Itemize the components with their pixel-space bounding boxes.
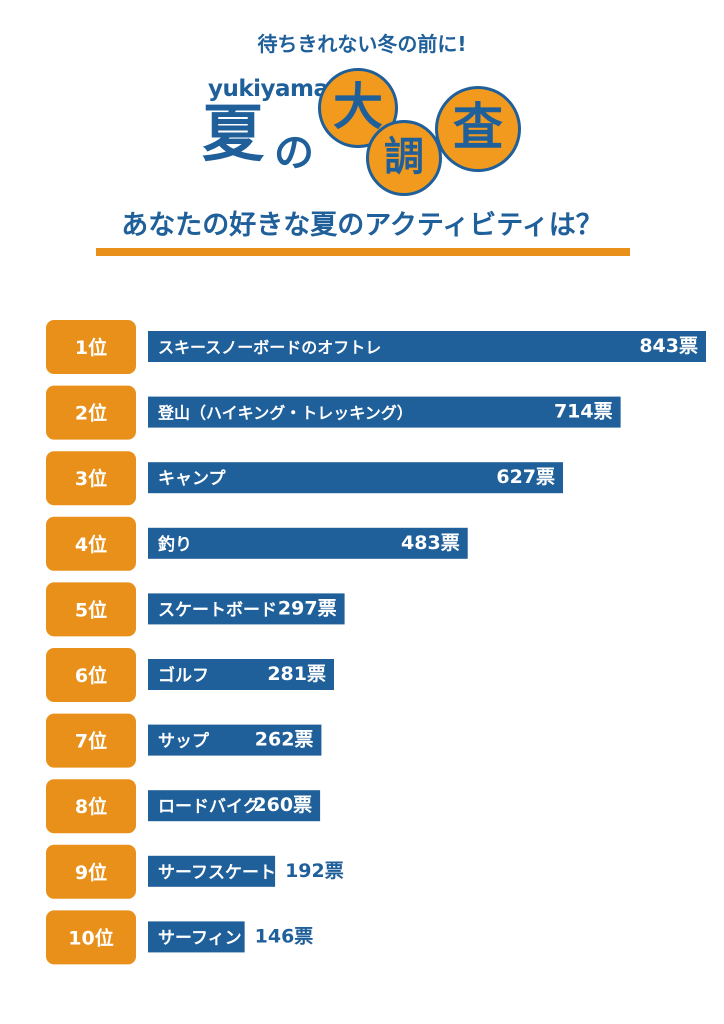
category-label-10: サーフィン	[158, 928, 242, 948]
category-label-8: ロードバイク	[158, 797, 260, 817]
bar-8	[148, 790, 321, 822]
rank-label-3: 3位	[75, 467, 107, 490]
value-label-1: 843票	[639, 335, 698, 357]
rank-label-2: 2位	[75, 402, 107, 425]
rank-badge-5	[46, 582, 136, 637]
bar-4	[148, 527, 468, 559]
category-label-6: ゴルフ	[158, 665, 209, 686]
rank-badge-10	[46, 910, 136, 965]
value-label-3: 627票	[496, 466, 555, 488]
title-no: の	[274, 130, 314, 176]
rank-badge-6	[46, 648, 136, 702]
title-natsu: 夏	[202, 97, 265, 170]
rank-badge-3	[46, 451, 136, 506]
rank-badge-4	[46, 516, 136, 571]
rank-label-8: 8位	[75, 795, 107, 818]
value-label-8: 260票	[253, 794, 312, 816]
rank-badge-2	[46, 385, 136, 440]
category-label-3: キャンプ	[158, 468, 226, 489]
category-label-1: スキースノーボードのオフトレ	[158, 338, 381, 357]
category-label-5: スケートボード	[158, 600, 277, 620]
survey-header: 待ちきれない冬の前に! yukiyama 夏 の 大 調 査 あなたの好きな夏の…	[0, 0, 724, 260]
question-underline	[96, 248, 630, 256]
bar-9	[148, 855, 276, 887]
value-label-9: 192票	[285, 860, 344, 882]
rank-label-7: 7位	[75, 730, 107, 753]
value-label-7: 262票	[255, 729, 314, 751]
title-bubble-cho: 調	[366, 120, 442, 196]
value-label-5: 297票	[278, 597, 337, 619]
bar-10	[148, 921, 245, 953]
survey-question: あなたの好きな夏のアクティビティは？	[121, 210, 603, 241]
category-label-4: 釣り	[158, 534, 192, 555]
rank-badge-8	[46, 779, 136, 834]
bar-3	[148, 462, 564, 494]
title-bubble-sa: 査	[435, 86, 521, 172]
category-label-2: 登山（ハイキング・トレッキング）	[157, 404, 413, 423]
rank-label-5: 5位	[75, 598, 107, 621]
bar-5	[148, 593, 345, 625]
rank-label-6: 6位	[75, 664, 107, 687]
category-label-7: サップ	[158, 731, 210, 752]
rank-badge-1	[46, 320, 136, 374]
bar-6	[148, 659, 334, 690]
bar-7	[148, 724, 322, 756]
header-subtitle: 待ちきれない冬の前に!	[257, 32, 467, 56]
value-label-10: 146票	[255, 925, 314, 947]
category-label-9: サーフスケート	[158, 863, 276, 883]
rank-label-4: 4位	[75, 533, 107, 556]
value-label-6: 281票	[267, 663, 326, 685]
brand-name: yukiyama	[208, 76, 329, 102]
bar-2	[148, 396, 621, 428]
rank-badge-7	[46, 713, 136, 768]
rank-label-9: 9位	[75, 861, 107, 884]
value-label-4: 483票	[401, 532, 460, 554]
rank-label-1: 1位	[75, 336, 107, 359]
value-label-2: 714票	[554, 401, 613, 423]
bar-1	[148, 331, 706, 362]
rank-badge-9	[46, 844, 136, 899]
rank-label-10: 10位	[68, 926, 113, 949]
